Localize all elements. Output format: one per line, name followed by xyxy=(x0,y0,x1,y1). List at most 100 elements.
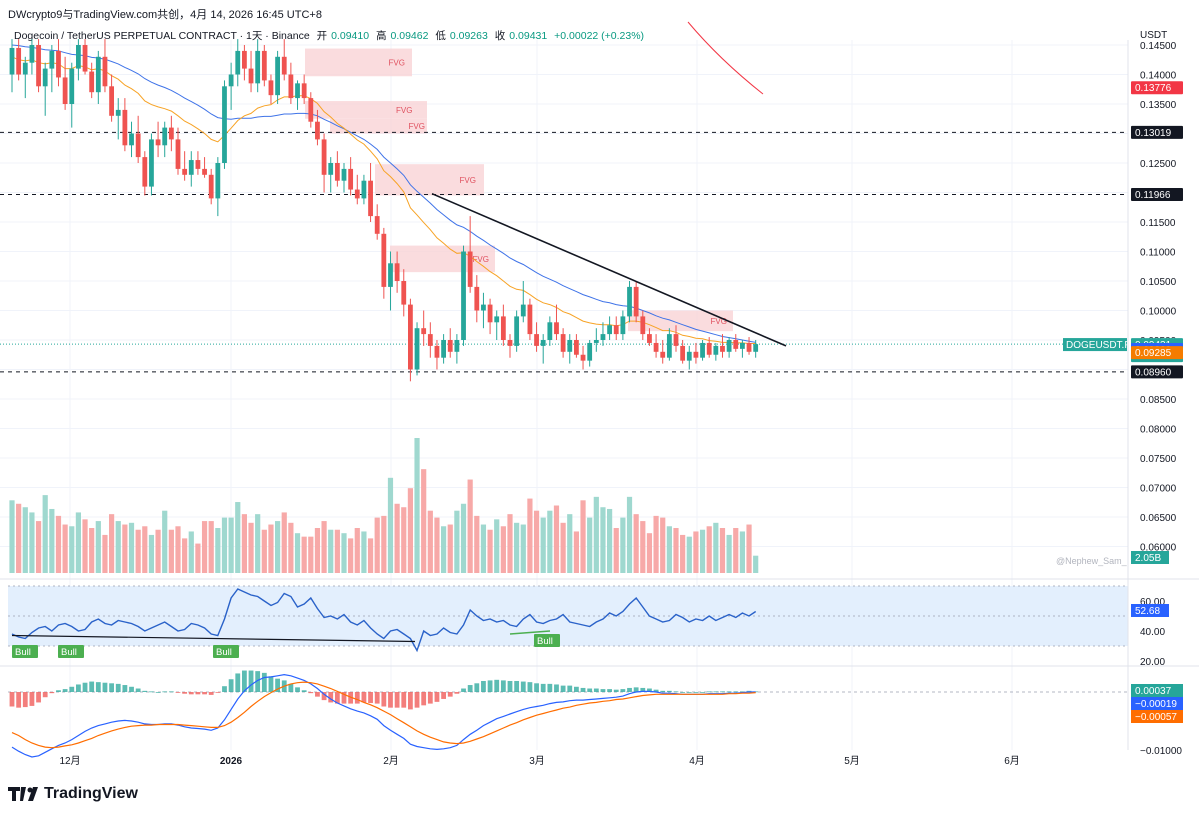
macd-signal-line xyxy=(11,681,756,749)
volume-bar xyxy=(520,524,526,573)
price-tick-label: 0.06500 xyxy=(1140,513,1177,524)
time-axis-label: 3月 xyxy=(529,755,545,767)
candle-body xyxy=(653,342,659,352)
price-tick-label: 0.06000 xyxy=(1140,543,1177,554)
candle-body xyxy=(175,139,181,169)
shared-by-text: DWcrypto9与TradingView.com共创，4月 14, 2026 … xyxy=(8,9,322,21)
volume-bar xyxy=(102,534,108,573)
candle-body xyxy=(374,216,380,234)
volume-bar xyxy=(673,528,679,573)
macd-histogram-bar xyxy=(706,691,712,693)
candle-body xyxy=(368,180,373,217)
rsi-value-box xyxy=(1131,604,1169,617)
volume-bar xyxy=(148,534,155,573)
candle-body xyxy=(633,286,639,317)
macd-histogram-bar xyxy=(567,685,573,692)
volume-bar xyxy=(381,515,387,573)
macd-histogram-bar xyxy=(434,692,440,702)
macd-histogram-bar xyxy=(507,680,513,692)
fvg-label: FVG xyxy=(711,317,727,326)
downtrend-line xyxy=(431,192,787,347)
volume-bar xyxy=(739,531,745,573)
candle-body xyxy=(753,344,759,352)
macd-histogram-bar xyxy=(514,680,520,692)
candle-body xyxy=(162,127,168,146)
candle-body xyxy=(281,56,287,75)
macd-histogram-bar xyxy=(693,692,699,693)
macd-histogram-bar xyxy=(29,692,35,706)
rsi-tick-label: 40.00 xyxy=(1140,627,1165,638)
volume-bar xyxy=(82,519,88,573)
volume-bar xyxy=(553,505,560,573)
volume-bar xyxy=(414,438,420,573)
volume-bar xyxy=(726,534,732,573)
low-value: 0.09263 xyxy=(449,30,488,42)
change-value: +0.00022 (+0.23%) xyxy=(554,30,645,42)
price-label-box xyxy=(1131,346,1183,360)
rsi-value-label: 52.68 xyxy=(1135,606,1160,617)
macd-histogram-bar xyxy=(481,680,486,692)
candle-body xyxy=(507,340,513,346)
candle-body xyxy=(441,340,446,358)
macd-histogram-bar xyxy=(168,691,174,693)
tradingview-logo[interactable]: TradingView xyxy=(8,785,138,803)
macd-histogram-bar xyxy=(62,689,68,692)
macd-tick-label: −0.01000 xyxy=(1140,746,1182,757)
price-tick-label: 0.08000 xyxy=(1140,425,1177,436)
candle-body xyxy=(195,160,201,169)
volume-bar xyxy=(533,510,540,573)
macd-histogram-bar xyxy=(414,692,420,708)
candle-body xyxy=(69,68,75,104)
macd-histogram-bar xyxy=(374,692,380,704)
volume-bar xyxy=(22,507,28,573)
candle-body xyxy=(202,168,207,175)
volume-bar xyxy=(128,522,135,573)
volume-bar xyxy=(494,519,500,573)
macd-histogram-bar xyxy=(188,692,194,695)
fvg-zone xyxy=(390,245,495,273)
volume-bar xyxy=(746,524,752,573)
macd-histogram-bar xyxy=(421,692,427,706)
macd-histogram-bar xyxy=(613,689,619,692)
volume-bar xyxy=(288,522,294,573)
candle-body xyxy=(188,160,194,175)
candle-body xyxy=(673,334,679,346)
candle-body xyxy=(567,340,573,352)
macd-histogram-bar xyxy=(288,683,294,692)
candle-body xyxy=(454,340,460,352)
volume-bar xyxy=(666,526,672,573)
macd-histogram-bar xyxy=(394,692,400,708)
volume-bar xyxy=(387,477,394,573)
volume-bar xyxy=(593,496,599,573)
price-label-value: 0.11966 xyxy=(1135,190,1171,201)
macd-histogram-bar xyxy=(109,683,114,692)
volume-bar xyxy=(201,521,208,573)
candle-body xyxy=(361,180,367,199)
rsi-line xyxy=(11,588,757,653)
volume-bar xyxy=(600,507,606,573)
volume-label-box xyxy=(1131,551,1169,564)
bull-badge xyxy=(58,645,84,658)
candle-body xyxy=(560,334,566,352)
candle-body xyxy=(89,71,95,93)
volume-bar xyxy=(142,526,148,573)
volume-bar xyxy=(719,528,726,573)
macd-value-label: −0.00057 xyxy=(1135,712,1177,723)
volume-bar xyxy=(69,526,75,573)
macd-histogram-bar xyxy=(301,690,307,692)
brand-name: TradingView xyxy=(44,785,138,802)
macd-histogram-bar xyxy=(328,692,334,703)
macd-histogram-bar xyxy=(500,680,506,692)
volume-bar xyxy=(275,521,281,573)
ticker-label-box xyxy=(1063,338,1127,352)
macd-histogram-bar xyxy=(135,688,141,692)
macd-histogram-bar xyxy=(202,692,207,695)
macd-histogram-bar xyxy=(182,692,188,694)
macd-histogram-bar xyxy=(95,682,101,692)
volume-bar xyxy=(567,514,573,573)
bull-badge-label: Bull xyxy=(216,647,232,658)
volume-bar xyxy=(29,512,35,573)
candle-body xyxy=(580,354,586,361)
candle-body xyxy=(381,233,387,287)
